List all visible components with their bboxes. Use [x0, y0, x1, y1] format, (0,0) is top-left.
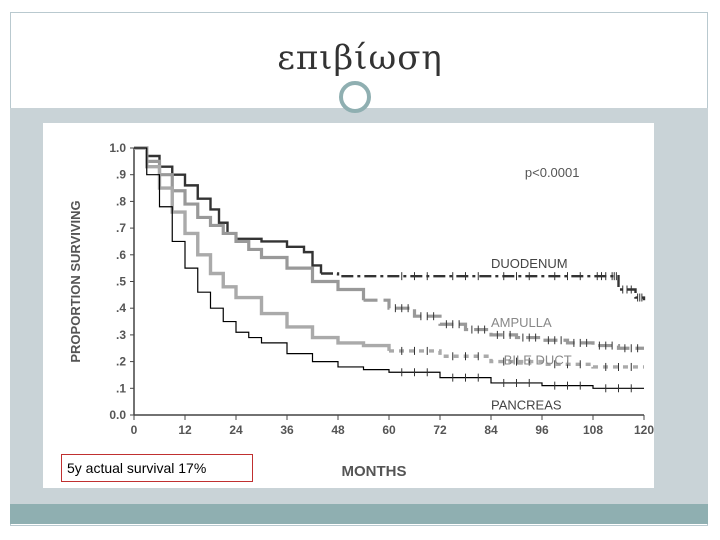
y-axis-label: PROPORTION SURVIVING	[68, 200, 83, 362]
y-tick-label: 0.0	[109, 408, 126, 422]
survival-callout: 5y actual survival 17%	[61, 454, 253, 482]
x-tick-label: 72	[433, 423, 447, 437]
legend-label-pancreas: PANCREAS	[491, 398, 562, 413]
x-tick-label: 84	[484, 423, 498, 437]
y-tick-label: .1	[116, 381, 126, 395]
slide-title: επιβίωση	[277, 38, 443, 78]
series-line-bile-duct	[134, 146, 391, 351]
y-tick-label: .9	[116, 168, 126, 182]
y-tick-label: .3	[116, 328, 126, 342]
series-line-tail-duodenum	[321, 272, 646, 301]
survival-chart: 0.0 .1 .2 .3 .4 .5 .6 .7 .8 .9 1.0 0 12 24 36 48 60 72 84 9…	[68, 141, 654, 480]
x-tick-label: 60	[382, 423, 396, 437]
x-tick-label: 48	[331, 423, 345, 437]
y-tick-label: .6	[116, 248, 126, 262]
x-tick-label: 96	[535, 423, 549, 437]
y-tick-label: .2	[116, 355, 126, 369]
y-tick-label: .7	[116, 221, 126, 235]
circle-ornament-icon	[339, 81, 371, 113]
series-line-duodenum	[134, 146, 323, 274]
legend-label-ampulla: AMPULLA	[491, 315, 552, 330]
y-tick-label: .5	[116, 275, 126, 289]
x-axis-label: MONTHS	[342, 463, 407, 480]
series-line-tail-bile-duct	[389, 349, 644, 369]
chart-panel: 0.0 .1 .2 .3 .4 .5 .6 .7 .8 .9 1.0 0 12 24 36 48 60 72 84 9…	[43, 123, 654, 488]
x-tick-label: 12	[178, 423, 192, 437]
series-line-tail-ampulla	[363, 298, 644, 350]
legend-label-duodenum: DUODENUM	[491, 256, 568, 271]
bottom-bar	[10, 504, 708, 524]
legend-label-bile-duct: BILE DUCT	[504, 352, 572, 367]
series-line-ampulla	[134, 146, 366, 301]
p-value-annotation: p<0.0001	[525, 165, 580, 180]
y-tick-label: .8	[116, 194, 126, 208]
y-tick-label: .4	[116, 301, 126, 315]
x-tick-label: 36	[280, 423, 294, 437]
x-tick-label: 108	[583, 423, 603, 437]
x-tick-label: 0	[131, 423, 138, 437]
y-tick-label: 1.0	[109, 141, 126, 155]
x-tick-label: 24	[229, 423, 243, 437]
x-tick-label: 120	[634, 423, 654, 437]
